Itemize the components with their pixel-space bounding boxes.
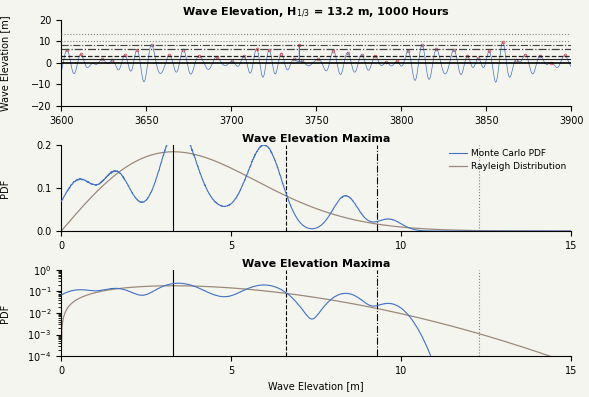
Monte Carlo PDF <box>554 229 561 233</box>
Rayleigh Distribution <box>383 223 391 228</box>
Rayleigh Distribution <box>445 227 452 232</box>
Rayleigh Distribution <box>89 194 96 198</box>
Monte Carlo PDF <box>568 229 575 233</box>
Monte Carlo PDF <box>442 229 449 233</box>
Y-axis label: Wave Elevation [m]: Wave Elevation [m] <box>0 15 10 111</box>
Y-axis label: PDF: PDF <box>0 303 10 323</box>
Monte Carlo PDF <box>292 214 299 219</box>
Rayleigh Distribution <box>170 149 177 154</box>
Title: Wave Elevation Maxima: Wave Elevation Maxima <box>242 259 391 269</box>
Y-axis label: PDF: PDF <box>0 178 10 198</box>
Monte Carlo PDF <box>460 229 467 233</box>
Monte Carlo PDF <box>306 226 313 231</box>
Rayleigh Distribution <box>498 228 505 233</box>
Rayleigh Distribution <box>58 229 65 233</box>
Monte Carlo PDF <box>58 199 65 204</box>
X-axis label: Wave Elevation [m]: Wave Elevation [m] <box>269 382 364 391</box>
Title: Wave Elevation Maxima: Wave Elevation Maxima <box>242 134 391 144</box>
Line: Monte Carlo PDF: Monte Carlo PDF <box>61 126 571 231</box>
Monte Carlo PDF <box>174 124 181 129</box>
Title: Wave Elevation, H$_{1/3}$ = 13.2 m, 1000 Hours: Wave Elevation, H$_{1/3}$ = 13.2 m, 1000… <box>182 6 450 20</box>
Line: Rayleigh Distribution: Rayleigh Distribution <box>61 152 571 231</box>
Rayleigh Distribution <box>568 229 575 233</box>
Monte Carlo PDF <box>84 179 91 184</box>
Rayleigh Distribution <box>355 218 362 223</box>
Monte Carlo PDF <box>553 229 560 233</box>
Legend: Monte Carlo PDF, Rayleigh Distribution: Monte Carlo PDF, Rayleigh Distribution <box>449 149 567 171</box>
Rayleigh Distribution <box>368 221 375 225</box>
